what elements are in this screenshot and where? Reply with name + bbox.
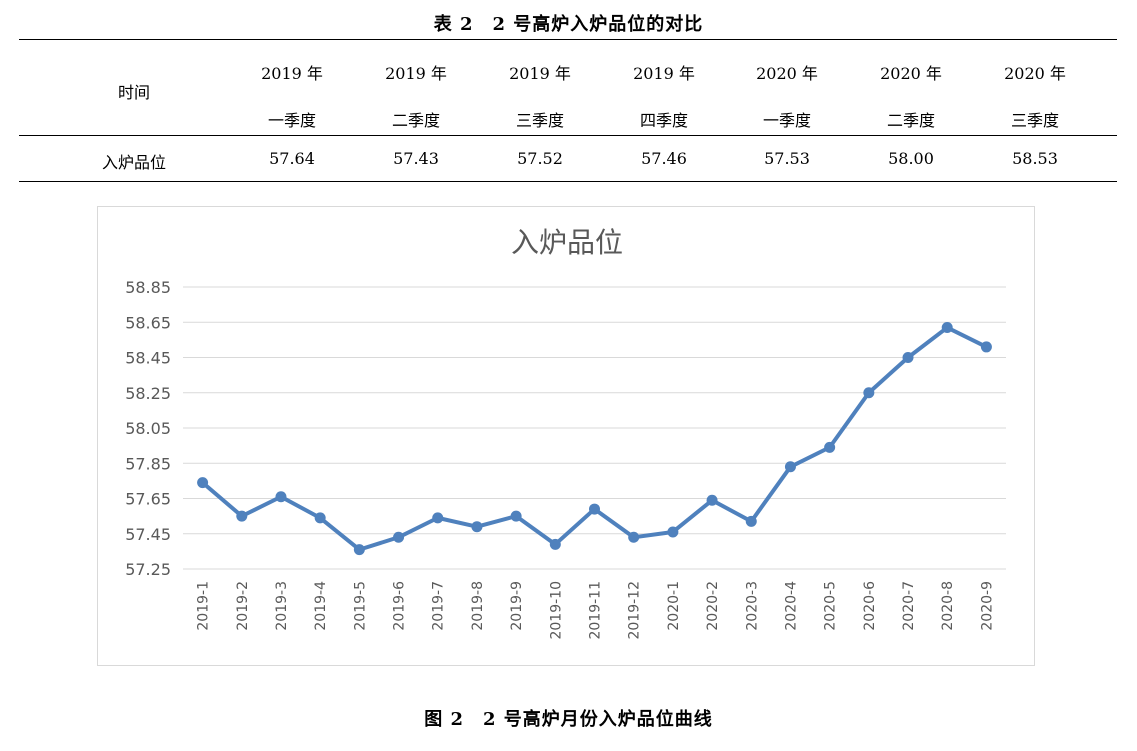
x-tick-label: 2019-10 bbox=[548, 581, 564, 640]
column-quarter-label: 三季度 bbox=[515, 111, 564, 130]
y-tick-label: 57.85 bbox=[125, 454, 171, 473]
column-year-label: 2019 年 bbox=[633, 64, 695, 83]
x-tick-label: 2020-1 bbox=[666, 581, 682, 631]
x-tick-label: 2019-6 bbox=[392, 581, 408, 631]
data-point bbox=[824, 441, 836, 453]
table-cell-value: 57.53 bbox=[764, 149, 810, 168]
column-quarter-label: 二季度 bbox=[886, 111, 935, 130]
x-tick-label: 2020-9 bbox=[979, 581, 995, 631]
column-year-label: 2020 年 bbox=[880, 64, 942, 83]
data-point bbox=[589, 503, 600, 515]
table-cell-value: 57.52 bbox=[517, 149, 563, 168]
table-caption: 表 2 2 号高炉入炉品位的对比 bbox=[433, 14, 704, 35]
y-tick-label: 58.05 bbox=[125, 419, 171, 438]
x-tick-label: 2020-3 bbox=[744, 581, 760, 631]
data-point bbox=[432, 512, 444, 524]
table-header-label: 时间 bbox=[117, 83, 150, 102]
column-quarter-label: 一季度 bbox=[267, 111, 316, 130]
chart-title: 入炉品位 bbox=[511, 226, 623, 259]
data-point bbox=[628, 531, 640, 543]
data-point bbox=[197, 477, 209, 489]
x-tick-label: 2019-9 bbox=[509, 581, 525, 631]
data-point bbox=[275, 491, 287, 503]
x-tick-label: 2020-2 bbox=[705, 581, 721, 631]
x-tick-label: 2019-3 bbox=[274, 581, 290, 631]
y-tick-label: 58.65 bbox=[125, 313, 171, 332]
x-tick-label: 2019-1 bbox=[196, 581, 212, 631]
data-point bbox=[941, 322, 953, 334]
table-row-label: 入炉品位 bbox=[101, 153, 166, 172]
table-cell-value: 57.43 bbox=[393, 149, 439, 168]
x-tick-label: 2019-4 bbox=[313, 581, 329, 631]
data-point bbox=[863, 387, 875, 399]
table-cell-value: 57.64 bbox=[269, 149, 315, 168]
x-tick-label: 2019-5 bbox=[352, 581, 368, 631]
column-year-label: 2019 年 bbox=[385, 64, 447, 83]
data-point bbox=[549, 538, 561, 550]
line-chart: 入炉品位 57.25 57.45 57.65 57.85 58.05 58.25 58.45 5… bbox=[125, 226, 1006, 640]
data-point bbox=[353, 544, 365, 556]
data-point bbox=[667, 526, 679, 538]
data-point bbox=[236, 510, 248, 522]
column-quarter-label: 三季度 bbox=[1010, 111, 1059, 130]
x-tick-label: 2019-2 bbox=[235, 581, 251, 631]
y-tick-label: 57.25 bbox=[125, 560, 171, 579]
x-tick-label: 2019-11 bbox=[588, 581, 604, 640]
x-tick-label: 2019-12 bbox=[627, 581, 643, 640]
data-point bbox=[902, 352, 914, 363]
figure-caption: 图 2 2 号高炉月份入炉品位曲线 bbox=[424, 709, 713, 730]
data-point bbox=[706, 494, 718, 506]
x-tick-label: 2020-7 bbox=[901, 581, 917, 631]
column-quarter-label: 四季度 bbox=[639, 111, 688, 130]
column-year-label: 2019 年 bbox=[261, 64, 323, 83]
column-quarter-label: 一季度 bbox=[762, 111, 811, 130]
column-quarter-label: 二季度 bbox=[391, 111, 440, 130]
data-point bbox=[784, 461, 796, 473]
y-tick-label: 58.25 bbox=[125, 384, 171, 403]
table-bottom-rule bbox=[19, 181, 1117, 182]
column-year-label: 2019 年 bbox=[509, 64, 571, 83]
column-year-label: 2020 年 bbox=[756, 64, 818, 83]
data-point bbox=[393, 531, 405, 543]
y-tick-label: 57.45 bbox=[125, 525, 171, 544]
data-point bbox=[471, 521, 483, 533]
data-point bbox=[510, 510, 522, 522]
data-point bbox=[745, 515, 757, 527]
x-tick-label: 2019-8 bbox=[470, 581, 486, 631]
x-tick-label: 2020-6 bbox=[862, 581, 878, 631]
data-point bbox=[314, 512, 326, 524]
table-cell-value: 58.00 bbox=[888, 149, 934, 168]
table-cell-value: 57.46 bbox=[641, 149, 687, 168]
x-tick-label: 2020-5 bbox=[823, 581, 839, 631]
x-tick-label: 2019-7 bbox=[431, 581, 447, 631]
y-tick-label: 57.65 bbox=[125, 490, 171, 509]
table-cell-value: 58.53 bbox=[1012, 149, 1058, 168]
y-tick-label: 58.85 bbox=[125, 278, 171, 297]
chart-container: 入炉品位 57.25 57.45 57.65 57.85 58.05 58.25 58.45 5… bbox=[97, 206, 1035, 666]
x-tick-label: 2020-8 bbox=[940, 581, 956, 631]
table-top-rule bbox=[19, 39, 1117, 40]
table-header-rule bbox=[19, 135, 1117, 136]
data-point bbox=[980, 341, 992, 353]
column-year-label: 2020 年 bbox=[1004, 64, 1066, 83]
x-tick-label: 2020-4 bbox=[783, 581, 799, 631]
y-tick-label: 58.45 bbox=[125, 349, 171, 368]
